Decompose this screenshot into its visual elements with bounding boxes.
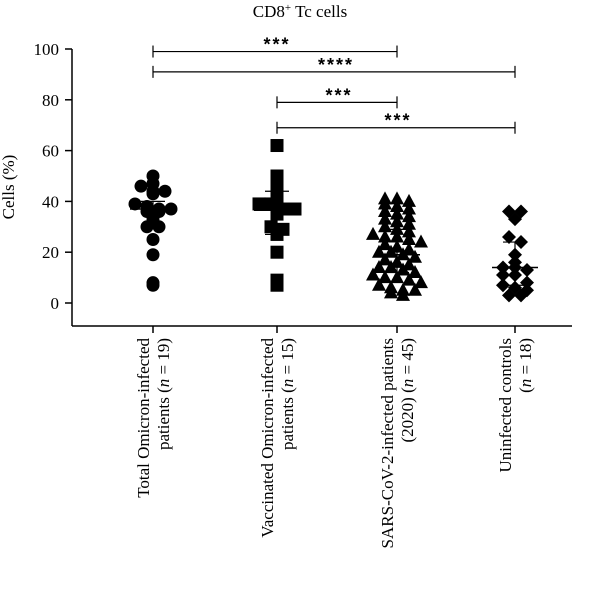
group-2-point-4 (390, 198, 404, 212)
group-2-point-0 (378, 191, 392, 205)
group-0-point-0 (146, 169, 160, 183)
category-label-3: Uninfected controls (n = 18) (496, 338, 535, 473)
y-ticks: 0 20 40 60 80 100 (34, 40, 72, 313)
group-3-point-1 (514, 204, 528, 219)
group-3-point-14 (508, 280, 522, 295)
group-1-point-2 (270, 182, 284, 196)
sig-stars-1: **** (318, 55, 354, 75)
y-tick-label-60: 60 (42, 142, 59, 161)
group-3-point-10 (496, 268, 510, 283)
mean-sd-lines (130, 190, 538, 286)
group-2-point-22 (402, 242, 416, 256)
group-0-point-1 (134, 179, 148, 193)
group-2-point-13 (390, 221, 404, 235)
group-2-point-34 (366, 267, 380, 281)
group-2-point-26 (408, 249, 422, 263)
group-2-point-37 (402, 272, 416, 286)
chart-title: CD8+ Tc cells (253, 2, 347, 21)
group-1-point-10 (276, 222, 290, 236)
sig-stars-0: *** (263, 35, 290, 55)
group-0-point-17 (146, 276, 160, 290)
sig-stars-2: *** (325, 85, 352, 105)
group-2-point-11 (402, 216, 416, 230)
group-3-point-9 (520, 262, 534, 277)
group-2-point-9 (378, 211, 392, 225)
category-label-2: SARS-CoV-2-infected patients (2020) (n = … (378, 338, 417, 548)
category-label-3-line1: Uninfected controls (496, 338, 515, 473)
group-3-point-12 (520, 275, 534, 290)
category-label-0-line1: Total Omicron-infected (134, 338, 153, 498)
category-label-1-line2: patients (n = 15) (278, 338, 297, 450)
group-2-point-35 (378, 270, 392, 284)
category-label-0-line2: patients (n = 19) (154, 338, 173, 450)
category-label-2-line1: SARS-CoV-2-infected patients (378, 338, 397, 548)
y-tick-label-80: 80 (42, 91, 59, 110)
category-labels: Total Omicron-infected patients (n = 19) V… (134, 338, 535, 549)
y-tick-label-20: 20 (42, 243, 59, 262)
group-2-point-2 (402, 193, 416, 207)
group-1-point-13 (270, 273, 284, 287)
y-axis-label: Cells (%) (0, 155, 18, 220)
group-2-point-1 (390, 191, 404, 205)
sig-stars-3: *** (384, 111, 411, 131)
group-2-point-33 (408, 265, 422, 279)
group-2-point-16 (378, 229, 392, 243)
group-2-point-39 (372, 277, 386, 291)
group-2-point-30 (372, 259, 386, 273)
group-2-point-6 (378, 204, 392, 218)
group-2-point-14 (402, 224, 416, 238)
data-points (128, 139, 534, 303)
category-label-0: Total Omicron-infected patients (n = 19) (134, 338, 173, 498)
group-1-point-12 (270, 245, 284, 259)
group-3-point-15 (520, 283, 534, 298)
group-2-point-15 (366, 226, 380, 240)
group-2-point-36 (390, 270, 404, 284)
group-2-point-40 (384, 280, 398, 294)
group-3-point-0 (502, 204, 516, 219)
group-2-point-18 (402, 232, 416, 245)
y-tick-label-0: 0 (51, 294, 60, 313)
group-2-point-42 (408, 282, 422, 296)
group-0-point-6 (128, 197, 142, 211)
group-1-point-9 (264, 220, 278, 234)
group-2-point-5 (402, 201, 416, 215)
group-2-point-19 (414, 234, 428, 248)
group-0-point-15 (146, 233, 160, 246)
group-1-point-0 (270, 139, 284, 153)
group-2-point-7 (390, 206, 404, 220)
group-2-point-27 (378, 252, 392, 266)
group-2-point-20 (378, 237, 392, 251)
category-label-1-line1: Vaccinated Omicron-infected (258, 338, 277, 538)
category-label-3-line2: (n = 18) (516, 338, 535, 393)
category-label-1: Vaccinated Omicron-infected patients (n =… (258, 338, 297, 538)
group-2-point-10 (390, 214, 404, 228)
category-label-2-line2: (2020) (n = 45) (398, 338, 417, 442)
group-1-point-4 (252, 197, 266, 211)
significance-bars: ************* (152, 35, 516, 134)
group-0-point-4 (158, 184, 172, 198)
group-2-point-29 (402, 257, 416, 271)
group-2-point-41 (396, 282, 410, 296)
y-tick-label-40: 40 (42, 192, 59, 211)
group-1-point-1 (270, 169, 284, 183)
group-3-point-3 (502, 229, 516, 244)
group-1-point-7 (288, 202, 302, 216)
y-tick-label-100: 100 (34, 40, 60, 59)
axes (71, 49, 572, 333)
group-0-point-16 (146, 248, 160, 262)
group-2-point-8 (402, 209, 416, 223)
group-2-point-38 (414, 275, 428, 289)
